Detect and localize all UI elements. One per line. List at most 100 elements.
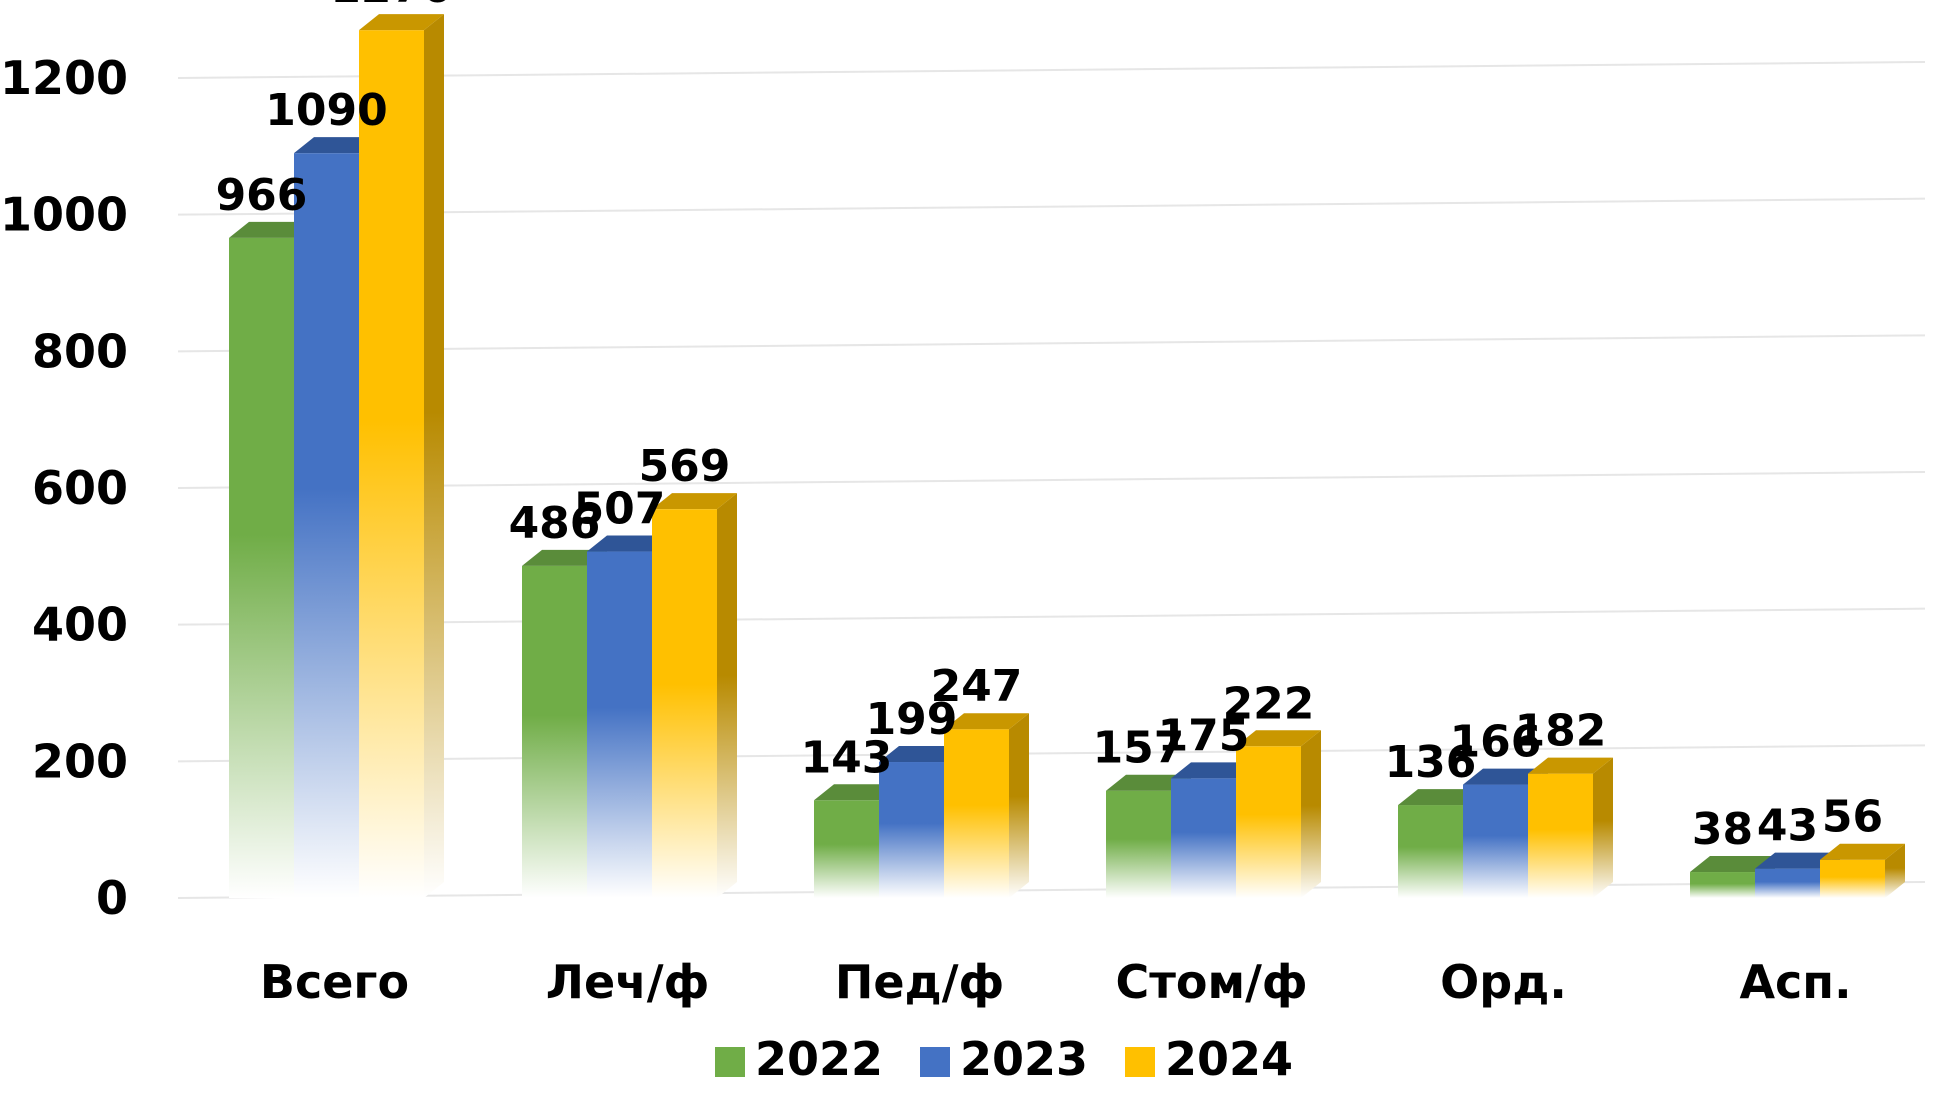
bar-front xyxy=(1106,790,1171,898)
bar-top xyxy=(1171,762,1256,779)
data-label: 507 xyxy=(574,484,666,535)
bar-front xyxy=(1463,784,1528,898)
data-label: 569 xyxy=(639,441,731,492)
data-label: 56 xyxy=(1822,792,1883,843)
y-tick-label: 200 xyxy=(32,734,128,788)
bar-front xyxy=(1528,773,1593,898)
data-label: 166 xyxy=(1450,717,1542,768)
bar-front xyxy=(1755,868,1820,898)
bar-top xyxy=(1398,789,1483,806)
gridline xyxy=(177,471,1926,489)
data-label: 1090 xyxy=(265,85,387,136)
legend-swatch xyxy=(1125,1047,1155,1077)
gridline xyxy=(177,334,1926,353)
bar-top xyxy=(944,713,1029,730)
x-tick-label: Стом/ф xyxy=(1115,955,1307,1009)
bar-2024-1 xyxy=(652,493,737,898)
bar-front xyxy=(359,30,424,898)
bar-front xyxy=(1820,859,1885,898)
bar-top xyxy=(229,221,314,238)
bar-2024-4 xyxy=(1528,757,1613,898)
legend: 2022 2023 2024 xyxy=(715,1032,1293,1086)
bar-2024-2 xyxy=(944,713,1029,898)
gridline xyxy=(177,744,1926,763)
bar-top xyxy=(359,14,444,31)
y-tick-label: 600 xyxy=(32,461,128,515)
bar-2024-3 xyxy=(1236,730,1321,898)
bar-top xyxy=(1463,768,1548,785)
bar-top xyxy=(587,535,672,552)
legend-label: 2022 xyxy=(755,1032,883,1086)
bar-top xyxy=(1106,774,1191,791)
legend-swatch xyxy=(920,1047,950,1077)
data-label: 247 xyxy=(931,661,1023,712)
data-label: 136 xyxy=(1385,737,1477,788)
data-label: 38 xyxy=(1692,804,1753,855)
bar-2024-0 xyxy=(359,14,444,898)
bar-front xyxy=(587,551,652,898)
x-axis: Всего Леч/ф Пед/ф Стом/ф Орд. Асп. xyxy=(260,955,1852,1009)
data-label: 966 xyxy=(216,170,308,221)
x-tick-label: Орд. xyxy=(1440,955,1567,1009)
bar-front xyxy=(229,237,294,898)
bar-side xyxy=(1885,843,1905,898)
bar-front xyxy=(944,729,1009,898)
bar-side xyxy=(424,14,444,898)
x-tick-label: Асп. xyxy=(1739,955,1851,1009)
bar-front xyxy=(1398,805,1463,898)
gridline xyxy=(177,881,1926,899)
x-tick-label: Леч/ф xyxy=(546,955,709,1009)
bar-front xyxy=(1171,778,1236,898)
data-label: 157 xyxy=(1093,723,1185,774)
bar-top xyxy=(522,549,607,566)
bar-front xyxy=(294,153,359,898)
bar-top xyxy=(1820,843,1905,860)
data-label: 1270 xyxy=(330,0,452,13)
data-label: 199 xyxy=(866,694,958,745)
bar-front xyxy=(1690,872,1755,898)
gridline xyxy=(177,607,1926,626)
y-tick-label: 400 xyxy=(32,598,128,652)
legend-swatch xyxy=(715,1047,745,1077)
gridline xyxy=(177,197,1926,216)
legend-label: 2024 xyxy=(1165,1032,1293,1086)
data-label: 43 xyxy=(1757,801,1818,852)
gridline xyxy=(177,61,1926,79)
data-label: 182 xyxy=(1515,706,1607,757)
y-tick-label: 1000 xyxy=(0,188,128,242)
bar-top xyxy=(652,493,737,510)
bar-top xyxy=(294,137,379,154)
x-tick-label: Всего xyxy=(260,955,409,1009)
bar-front xyxy=(652,509,717,898)
bar-top xyxy=(1755,852,1840,869)
bar-top xyxy=(814,784,899,801)
y-tick-label: 800 xyxy=(32,324,128,378)
bar-side xyxy=(1009,713,1029,898)
data-label: 175 xyxy=(1158,710,1250,761)
bar-front xyxy=(879,762,944,898)
bar-side xyxy=(1593,757,1613,898)
bars xyxy=(229,14,1905,898)
y-tick-label: 1200 xyxy=(0,51,128,105)
bar-2024-5 xyxy=(1820,843,1905,898)
data-label: 143 xyxy=(801,732,893,783)
legend-label: 2023 xyxy=(960,1032,1088,1086)
data-label: 486 xyxy=(509,498,601,549)
bar-front xyxy=(814,800,879,898)
bar-front xyxy=(1236,746,1301,898)
data-label: 222 xyxy=(1223,678,1315,729)
y-tick-label: 0 xyxy=(96,871,128,925)
bar-top xyxy=(879,746,964,763)
bar-top xyxy=(1236,730,1321,747)
bar-top xyxy=(1528,757,1613,774)
bar-top xyxy=(1690,856,1775,873)
x-tick-label: Пед/ф xyxy=(835,955,1004,1009)
bar-side xyxy=(1301,730,1321,898)
bar-side xyxy=(717,493,737,898)
bar-front xyxy=(522,565,587,898)
y-axis: 0 200 400 600 800 1000 1200 xyxy=(0,51,128,925)
bar-2023-2 xyxy=(879,746,964,898)
gridlines xyxy=(177,61,1926,899)
